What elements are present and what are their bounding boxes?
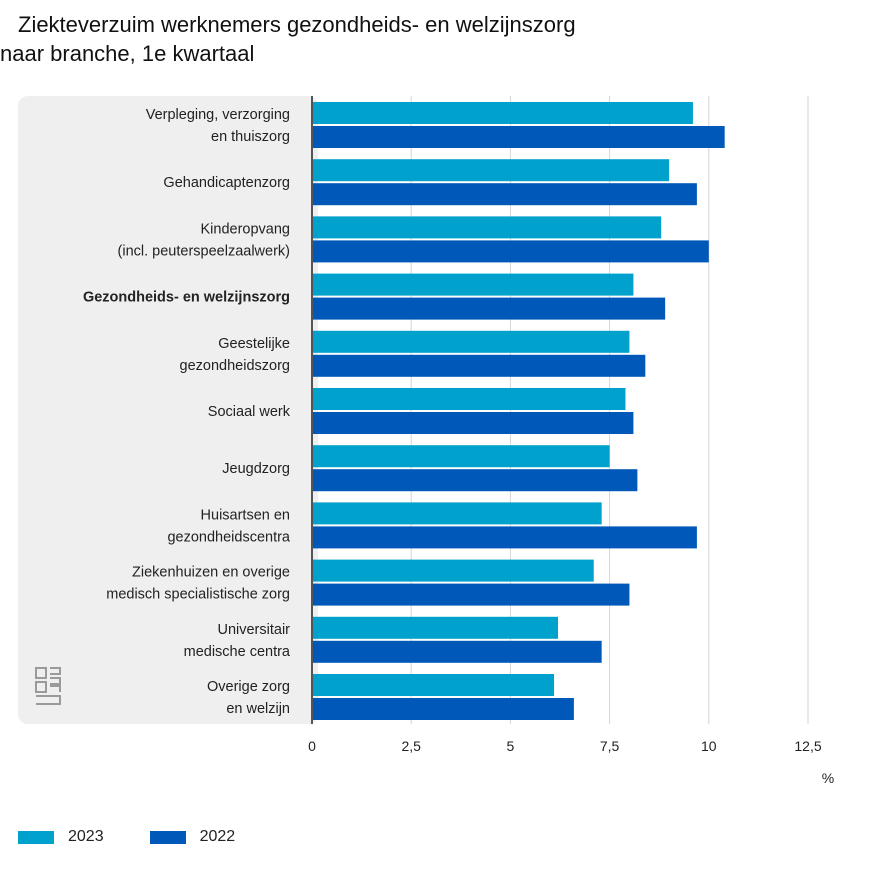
bar-2022 bbox=[312, 354, 646, 377]
category-label: medische centra bbox=[184, 644, 291, 660]
category-panel bbox=[18, 96, 318, 724]
bar-2023 bbox=[312, 102, 693, 124]
x-axis-label: % bbox=[822, 770, 834, 786]
category-label: Overige zorg bbox=[207, 679, 290, 695]
category-label: Sociaal werk bbox=[208, 404, 291, 420]
bar-2023 bbox=[312, 674, 555, 696]
bar-2022 bbox=[312, 469, 638, 492]
category-label: Verpleging, verzorging bbox=[146, 107, 290, 123]
bar-2022 bbox=[312, 183, 697, 206]
category-label: medisch specialistische zorg bbox=[106, 587, 290, 603]
category-label: Ziekenhuizen en overige bbox=[132, 565, 290, 581]
category-label: Gehandicaptenzorg bbox=[163, 175, 290, 191]
chart-title: Ziekteverzuim werknemers gezondheids- en… bbox=[0, 10, 576, 68]
x-tick-label: 5 bbox=[507, 738, 515, 754]
x-tick-label: 2,5 bbox=[401, 738, 421, 754]
title-line-1: Ziekteverzuim werknemers gezondheids- en… bbox=[18, 12, 576, 37]
bar-2022 bbox=[312, 240, 709, 263]
category-label: Kinderopvang bbox=[201, 221, 291, 237]
category-label: Huisartsen en bbox=[201, 507, 290, 523]
cbs-logo-icon bbox=[35, 667, 61, 705]
category-label: Jeugdzorg bbox=[222, 461, 290, 477]
legend-item-2023: 2023 bbox=[18, 828, 104, 846]
category-label: Universitair bbox=[217, 622, 290, 638]
legend-item-2022: 2022 bbox=[149, 828, 236, 846]
legend: 2023 2022 bbox=[18, 828, 235, 846]
legend-swatch-2022 bbox=[149, 830, 186, 844]
bar-2022 bbox=[312, 526, 697, 549]
category-label: Gezondheids- en welzijnszorg bbox=[83, 290, 290, 306]
bar-2023 bbox=[312, 616, 559, 639]
category-label: en welzijn bbox=[226, 701, 290, 717]
bar-2022 bbox=[312, 412, 634, 434]
bar-2023 bbox=[312, 330, 630, 353]
x-tick-label: 12,5 bbox=[794, 738, 821, 754]
legend-label-2023: 2023 bbox=[68, 828, 104, 845]
x-tick-label: 10 bbox=[701, 738, 717, 754]
bar-2023 bbox=[312, 388, 626, 410]
legend-swatch-2023 bbox=[18, 830, 54, 844]
x-tick-label: 7,5 bbox=[600, 738, 620, 754]
bar-2023 bbox=[312, 216, 662, 239]
title-line-2: naar branche, 1e kwartaal bbox=[0, 41, 255, 66]
category-label: Geestelijke bbox=[218, 336, 290, 352]
bar-2023 bbox=[312, 159, 670, 182]
bar-2023 bbox=[312, 273, 634, 296]
bar-2023 bbox=[312, 502, 602, 525]
category-label: gezondheidszorg bbox=[180, 358, 290, 374]
bar-2022 bbox=[312, 583, 630, 606]
category-label: en thuiszorg bbox=[211, 129, 290, 145]
category-label: gezondheidscentra bbox=[167, 529, 290, 545]
bar-2022 bbox=[312, 297, 666, 320]
x-tick-label: 0 bbox=[308, 738, 316, 754]
bar-2023 bbox=[312, 559, 594, 582]
bar-2022 bbox=[312, 126, 725, 148]
bar-2022 bbox=[312, 698, 574, 720]
bar-2022 bbox=[312, 640, 602, 663]
legend-label-2022: 2022 bbox=[199, 828, 236, 845]
category-label: (incl. peuterspeelzaalwerk) bbox=[118, 243, 290, 259]
bar-2023 bbox=[312, 445, 610, 468]
